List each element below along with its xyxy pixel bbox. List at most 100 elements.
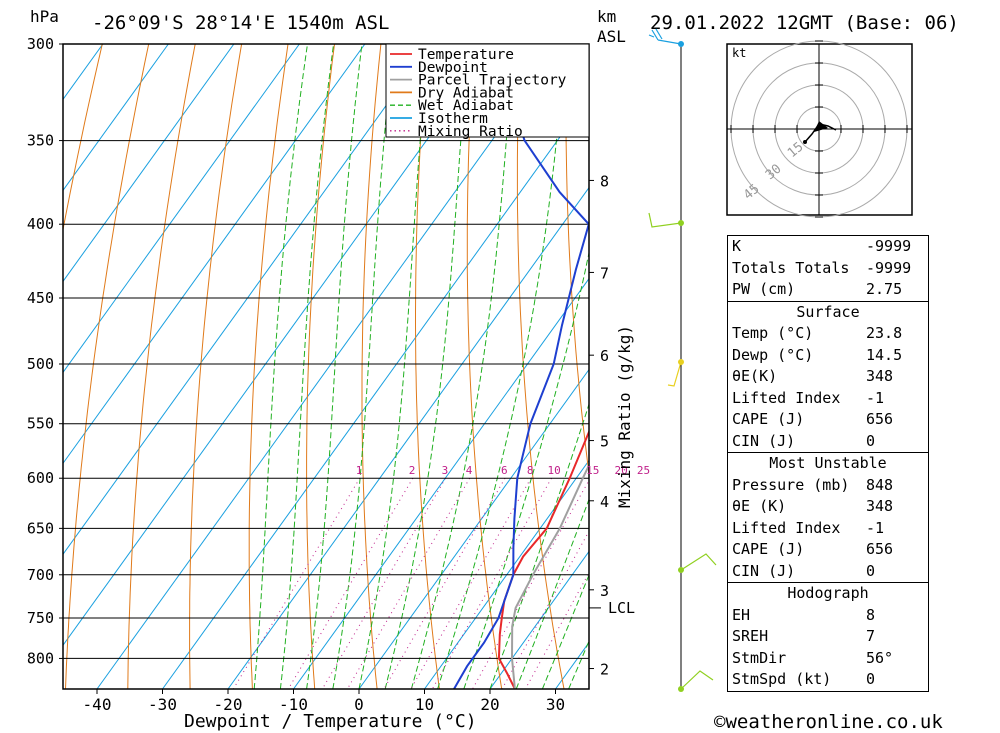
dry-adiabat-line: [985, 44, 1000, 689]
pressure-label: 450: [27, 289, 54, 307]
index-value: -1: [866, 388, 885, 407]
index-label: CIN (J): [732, 431, 796, 450]
mixing-ratio-label: 20: [614, 464, 627, 477]
index-value: 14.5: [866, 345, 903, 364]
x-tick-label: -10: [279, 695, 308, 714]
index-row: Dewp (°C) 14.5: [728, 345, 928, 367]
wet-adiabat-line: [253, 44, 308, 689]
mixing-ratio-label: 10: [548, 464, 561, 477]
pressure-label: 500: [27, 355, 54, 373]
mixing-ratio-label: 15: [586, 464, 599, 477]
index-label: CAPE (J): [732, 540, 805, 558]
index-row: EH 8: [728, 605, 928, 627]
wet-adiabat-line: [332, 44, 394, 689]
wind-barb-column: [648, 28, 717, 692]
index-row: Lifted Index -1: [728, 518, 928, 540]
dry-adiabat-line: [63, 44, 103, 233]
index-value: 7: [866, 627, 876, 645]
index-row: θE(K) 348: [728, 366, 928, 388]
wind-barb-500: [667, 361, 682, 387]
mixing-ratio-label: 6: [501, 464, 508, 477]
x-tick-label: -30: [148, 695, 177, 714]
mixing-ratio-label: 3: [442, 464, 449, 477]
mixing-ratio-label: 8: [527, 464, 534, 477]
hodograph-ticks: [730, 40, 908, 218]
wind-barb-400: [648, 212, 682, 228]
index-row: CIN (J) 0: [728, 431, 928, 453]
index-label: Dewp (°C): [732, 345, 814, 364]
legend-label: Isotherm: [418, 111, 488, 127]
section-title: Hodograph: [787, 584, 869, 602]
surface-section: Surface Temp (°C) 23.8 Dewp (°C) 14.5 θE(K…: [728, 300, 928, 453]
wind-barb-300-flags: [648, 28, 663, 41]
isotherm-line: [358, 368, 589, 689]
hodograph-point: [803, 140, 807, 144]
km-tick-label: 3: [600, 582, 609, 600]
index-label: CIN (J): [732, 561, 796, 580]
mixing-ratio-label: 25: [637, 464, 650, 477]
km-tick-label: 2: [600, 661, 609, 679]
isotherm-line: [63, 44, 431, 556]
hodograph-section: Hodograph EH 8 SREH 7 StmDir 56° StmSpd (kt…: [728, 582, 928, 691]
pressure-label: 400: [27, 215, 54, 233]
index-value: 56°: [866, 648, 894, 667]
index-value: 2.75: [866, 280, 903, 298]
index-label: Temp (°C): [732, 324, 814, 342]
legend-label: Wet Adiabat: [418, 98, 514, 114]
pressure-label: 650: [27, 519, 54, 537]
section-title: Most Unstable: [769, 454, 887, 472]
index-row: SREH 7: [728, 626, 928, 648]
x-tick-label: 20: [480, 695, 499, 714]
hpa-label: hPa: [30, 7, 59, 26]
isotherm-line: [63, 44, 497, 647]
index-label: Lifted Index: [732, 518, 841, 537]
x-tick-label: 30: [546, 695, 565, 714]
km-tick-label: 6: [600, 347, 609, 365]
dewpoint-line: [453, 44, 589, 689]
index-value: 0: [866, 561, 876, 580]
most-unstable-section: Most Unstable Pressure (mb) 848 θE (K) 348…: [728, 452, 928, 582]
x-tick-label: 10: [415, 695, 434, 714]
km-label: km: [597, 7, 616, 26]
index-row: Totals Totals -9999: [728, 258, 928, 280]
index-row: CIN (J) 0: [728, 561, 928, 583]
x-tick-label: 0: [354, 695, 364, 714]
index-label: θE(K): [732, 367, 778, 385]
index-row: CAPE (J) 656: [728, 409, 928, 431]
hodograph-storm-marker: [814, 121, 828, 132]
index-label: θE (K): [732, 497, 787, 515]
legend-label: Temperature: [418, 47, 514, 63]
index-row: StmSpd (kt) 0: [728, 669, 928, 691]
isotherm-line: [162, 95, 589, 689]
pressure-label: 700: [27, 566, 54, 584]
mixing-ratio-line: [472, 479, 589, 689]
isotherm-line: [63, 44, 169, 192]
pressure-label: 550: [27, 415, 54, 433]
isotherm-line: [63, 44, 300, 374]
indices-table: K -9999 Totals Totals -9999 PW (cm) 2.75 Su…: [727, 235, 929, 692]
isotherm-line: [424, 459, 589, 689]
datetime-title: 29.01.2022 12GMT (Base: 06): [650, 12, 959, 34]
pressure-label: 800: [27, 649, 54, 667]
isotherm-line: [96, 44, 562, 689]
dry-adiabat-line: [565, 44, 589, 478]
mixing-ratio-axis-title: Mixing Ratio (g/kg): [615, 325, 634, 508]
index-label: Totals Totals: [732, 258, 850, 277]
mixing-ratio-label: 2: [409, 464, 416, 477]
x-tick-label: -40: [83, 695, 112, 714]
location-title: -26°09'S 28°14'E 1540m ASL: [92, 12, 389, 34]
wet-adiabat-line: [306, 44, 363, 689]
legend-label: Dry Adiabat: [418, 85, 514, 101]
dry-adiabat-line: [938, 44, 1000, 689]
temperature-line: [497, 429, 589, 689]
index-row: Pressure (mb) 848: [728, 475, 928, 497]
x-axis-title: Dewpoint / Temperature (°C): [184, 711, 477, 732]
index-value: 348: [866, 497, 894, 515]
pressure-label: 350: [27, 132, 54, 150]
index-row: θE (K) 348: [728, 496, 928, 518]
index-row: CAPE (J) 656: [728, 539, 928, 561]
indices-top-section: K -9999 Totals Totals -9999 PW (cm) 2.75: [728, 236, 928, 301]
index-value: 656: [866, 540, 894, 558]
profile-series: [453, 44, 589, 689]
